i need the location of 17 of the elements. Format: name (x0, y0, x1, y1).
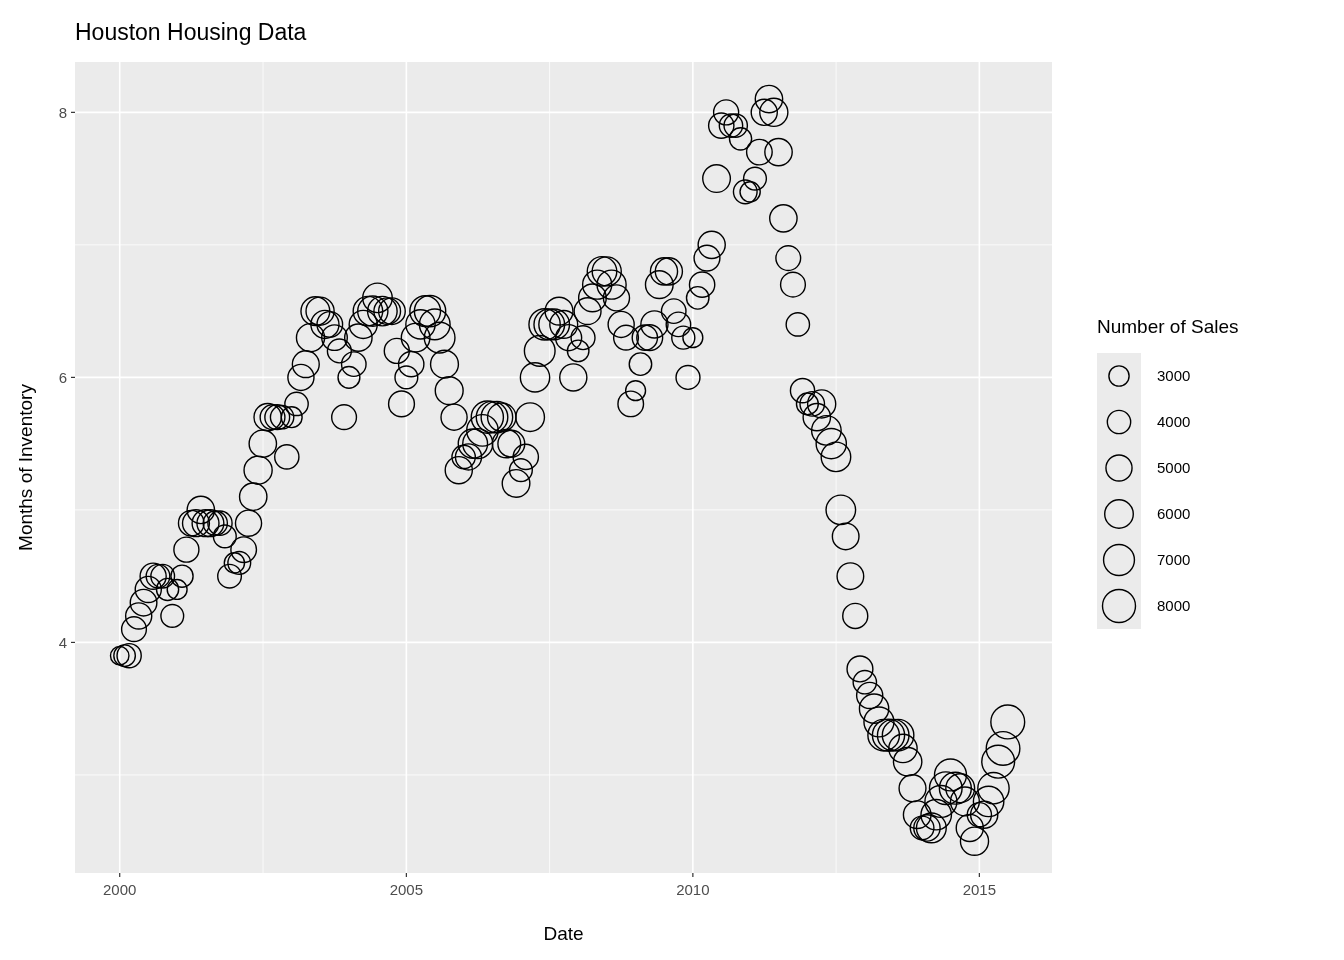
y-tick-label: 4 (58, 633, 67, 651)
y-axis-title: Months of Inventory (15, 383, 36, 551)
legend-label: 4000 (1157, 413, 1191, 431)
x-axis-title: Date (543, 923, 584, 944)
legend-label: 5000 (1157, 459, 1191, 477)
x-tick-label: 2005 (389, 881, 424, 898)
x-tick-label: 2000 (103, 881, 137, 898)
x-tick-label: 2015 (962, 881, 997, 898)
x-tick-label: 2010 (676, 881, 710, 898)
y-tick-label: 6 (58, 368, 67, 386)
legend-title: Number of Sales (1097, 316, 1239, 337)
legend-label: 3000 (1157, 367, 1191, 385)
y-tick-label: 8 (58, 103, 67, 121)
legend-label: 8000 (1157, 597, 1191, 615)
legend-label: 7000 (1157, 551, 1191, 569)
legend-label: 6000 (1157, 505, 1191, 523)
chart-title: Houston Housing Data (75, 19, 307, 45)
